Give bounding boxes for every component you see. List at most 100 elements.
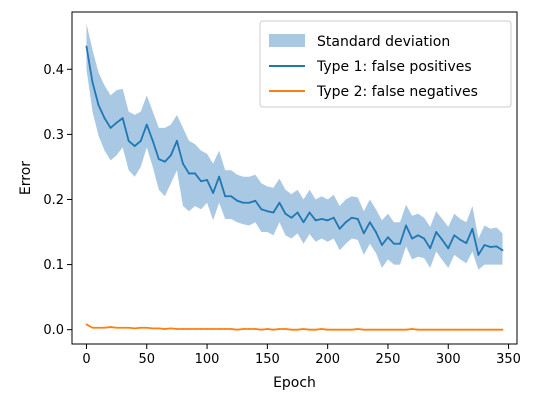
data-point xyxy=(320,328,323,330)
data-point xyxy=(194,328,196,330)
data-point xyxy=(375,231,377,233)
data-point xyxy=(163,160,166,163)
data-point xyxy=(115,121,118,124)
data-point xyxy=(332,328,335,331)
data-point xyxy=(272,328,275,331)
data-point xyxy=(495,328,498,331)
data-point xyxy=(338,328,341,331)
data-point xyxy=(411,328,413,330)
data-point xyxy=(326,328,329,331)
data-point xyxy=(97,326,100,329)
data-point xyxy=(501,328,504,331)
data-point xyxy=(381,244,383,246)
data-point xyxy=(260,208,263,211)
data-point xyxy=(362,232,365,235)
data-point xyxy=(103,117,106,120)
data-point xyxy=(200,328,202,330)
data-point xyxy=(85,45,88,48)
data-point xyxy=(399,242,401,245)
data-point xyxy=(91,326,94,329)
data-point xyxy=(465,328,468,331)
data-point xyxy=(429,328,432,331)
data-point xyxy=(188,328,190,330)
y-tick-label: 0.4 xyxy=(43,63,64,78)
x-tick-label: 150 xyxy=(255,352,280,367)
data-point xyxy=(447,328,450,331)
data-point xyxy=(157,327,160,330)
data-point xyxy=(254,328,257,330)
data-point xyxy=(230,328,233,330)
data-point xyxy=(176,328,178,330)
data-point xyxy=(266,328,269,330)
data-point xyxy=(302,221,305,224)
data-point xyxy=(242,328,245,330)
data-point xyxy=(471,328,474,331)
data-point xyxy=(483,328,486,331)
data-point xyxy=(302,328,305,330)
data-point xyxy=(139,326,142,329)
data-point xyxy=(423,237,426,240)
data-point xyxy=(278,201,281,204)
data-point xyxy=(157,158,160,161)
data-point xyxy=(362,328,365,331)
legend-box xyxy=(259,20,512,108)
x-tick-label: 200 xyxy=(315,352,340,367)
data-point xyxy=(182,328,184,330)
data-point xyxy=(163,328,166,330)
y-tick-label: 0.3 xyxy=(43,128,64,143)
data-point xyxy=(411,237,413,240)
legend-label-std-band: Standard deviation xyxy=(317,34,450,50)
data-point xyxy=(151,139,154,142)
data-point xyxy=(368,221,371,224)
data-point xyxy=(127,326,130,329)
data-point xyxy=(344,221,347,224)
series-points-type2 xyxy=(85,323,504,331)
data-point xyxy=(284,328,287,330)
data-point xyxy=(423,328,426,331)
data-point xyxy=(133,327,136,330)
data-point xyxy=(417,234,420,237)
data-point xyxy=(248,328,251,330)
data-point xyxy=(350,216,353,219)
data-point xyxy=(332,216,335,219)
data-point xyxy=(381,328,383,331)
data-point xyxy=(236,328,239,331)
data-point xyxy=(97,104,100,106)
data-point xyxy=(471,227,474,230)
plot-frame xyxy=(71,11,518,345)
std-deviation-band xyxy=(86,23,503,270)
data-point xyxy=(169,154,172,157)
data-point xyxy=(103,326,106,329)
x-tick-label: 0 xyxy=(82,352,90,367)
data-point xyxy=(314,219,317,222)
data-point xyxy=(133,145,136,148)
data-point xyxy=(453,328,456,331)
data-point xyxy=(326,219,329,222)
data-point xyxy=(278,328,281,330)
data-point xyxy=(145,123,148,126)
data-point xyxy=(242,201,245,204)
data-point xyxy=(212,328,214,330)
data-point xyxy=(405,224,407,227)
data-point xyxy=(387,328,389,331)
data-point xyxy=(236,199,239,202)
data-point xyxy=(224,328,227,330)
data-point xyxy=(127,139,130,142)
data-point xyxy=(109,126,112,129)
data-point xyxy=(206,179,208,181)
data-point xyxy=(248,201,251,204)
data-point xyxy=(200,180,202,183)
data-point xyxy=(272,211,275,214)
data-point xyxy=(182,162,184,165)
data-point xyxy=(447,247,450,250)
data-point xyxy=(206,328,208,330)
data-point xyxy=(109,326,112,328)
legend-label-type2: Type 2: false negatives xyxy=(316,84,478,100)
data-point xyxy=(375,328,377,331)
data-point xyxy=(115,326,118,329)
data-point xyxy=(441,238,444,241)
data-point xyxy=(266,210,269,213)
data-point xyxy=(459,238,462,241)
y-tick-label: 0.0 xyxy=(43,323,64,338)
data-point xyxy=(85,323,88,326)
